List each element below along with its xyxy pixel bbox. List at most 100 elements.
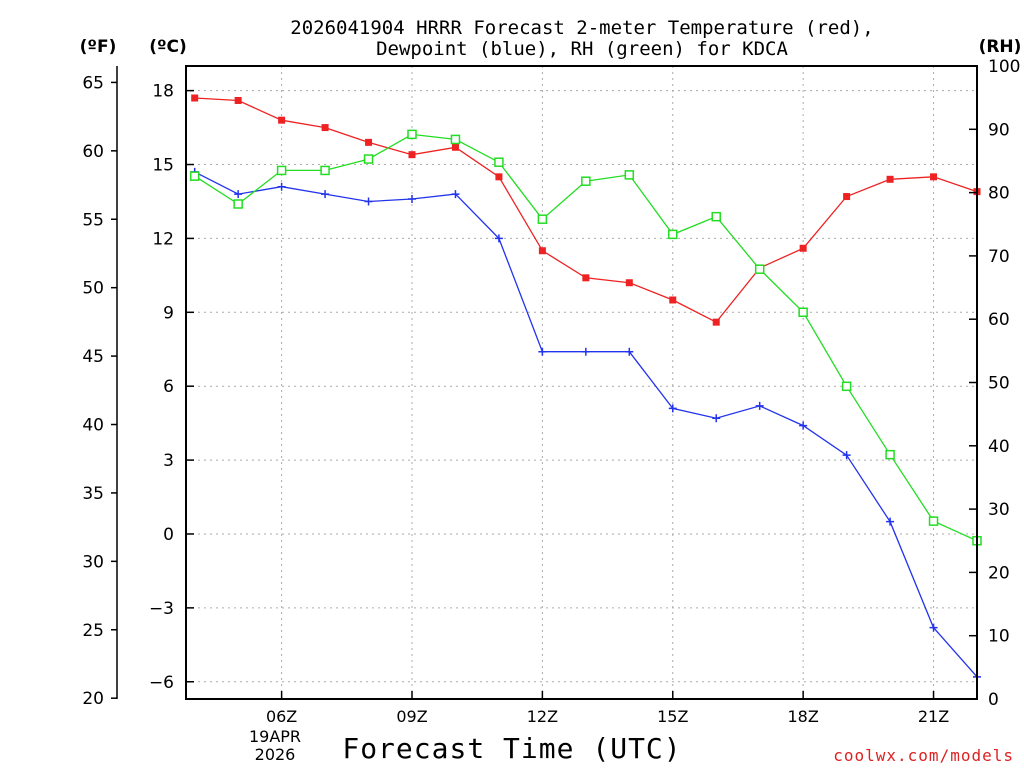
dewpoint-point	[625, 347, 634, 356]
rh-point	[668, 229, 678, 240]
x-tick-label: 06Z	[266, 707, 297, 726]
rh-tick-label: 40	[988, 437, 1010, 457]
celsius-tick-label: 9	[163, 303, 174, 323]
fahrenheit-tick-label: 20	[82, 689, 104, 709]
x-axis-title: Forecast Time (UTC)	[342, 732, 681, 765]
dewpoint-point	[321, 190, 330, 199]
plot-frame	[185, 65, 978, 700]
temperature-point	[495, 173, 503, 181]
x-tick-label: 12Z	[527, 707, 558, 726]
rh-point	[624, 170, 635, 180]
dewpoint-point	[755, 401, 764, 410]
celsius-tick-label: −6	[149, 673, 174, 693]
rh-tick-label: 100	[988, 57, 1020, 77]
tick-labels: 06Z 09Z 12Z 15Z 18Z 21Z −6 −3 0 3 6 9 12 15 18 20 25 30 35…	[82, 57, 1020, 726]
fahrenheit-tick-label: 35	[82, 484, 104, 504]
temperature-point	[799, 244, 807, 252]
rh-tick-label: 60	[988, 310, 1010, 330]
dewpoint-point	[451, 190, 460, 199]
dewpoint-point	[886, 517, 895, 526]
temperature-point	[191, 94, 199, 102]
celsius-tick-label: 12	[152, 229, 174, 249]
rh-tick-label: 0	[988, 690, 999, 710]
dewpoint-point	[277, 182, 286, 191]
dewpoint-series-line	[194, 171, 978, 678]
chart-title: 2026041904 HRRR Forecast 2-meter Tempera…	[290, 17, 873, 39]
date-label-day: 19APR	[249, 727, 301, 746]
temperature-point	[843, 193, 851, 201]
temperature-point	[408, 151, 416, 159]
rh-point	[233, 199, 243, 209]
rh-tick-label: 90	[988, 120, 1010, 140]
rh-point	[928, 516, 939, 526]
rh-tick-label: 10	[988, 627, 1010, 647]
date-label-year: 2026	[255, 745, 296, 764]
dewpoint-point	[364, 197, 373, 206]
fahrenheit-tick-label: 65	[82, 73, 104, 93]
x-tick-label: 09Z	[396, 707, 427, 726]
rh-point	[798, 307, 808, 317]
dewpoint-point	[929, 623, 938, 632]
temperature-series-line	[194, 97, 978, 324]
rh-point	[754, 264, 765, 274]
rh-point	[711, 211, 721, 222]
dewpoint-point	[234, 190, 243, 199]
temperature-point	[712, 318, 720, 326]
rh-point	[537, 214, 548, 224]
temperature-point	[930, 173, 938, 181]
temperature-point	[538, 247, 546, 255]
temperature-point	[365, 138, 373, 146]
fahrenheit-tick-label: 30	[82, 552, 104, 572]
rh-tick-label: 30	[988, 500, 1010, 520]
x-tick-label: 15Z	[657, 707, 688, 726]
x-tick-label: 18Z	[787, 707, 818, 726]
fahrenheit-tick-label: 25	[82, 621, 104, 641]
credit-label: coolwx.com/models	[833, 746, 1014, 765]
fahrenheit-tick-label: 50	[82, 279, 104, 299]
dewpoint-point	[799, 421, 808, 430]
temperature-point	[234, 96, 242, 104]
celsius-tick-label: 0	[163, 525, 174, 545]
fahrenheit-tick-label: 60	[82, 142, 104, 162]
temperature-point	[886, 175, 894, 183]
temperature-point	[625, 279, 633, 287]
celsius-tick-label: 3	[163, 451, 174, 471]
rh-unit-label: (RH)	[979, 37, 1022, 57]
rh-point	[494, 157, 504, 167]
temperature-point	[321, 124, 329, 132]
dewpoint-point	[581, 347, 590, 356]
celsius-unit-label: (ºC)	[149, 37, 187, 57]
rh-tick-label: 20	[988, 563, 1010, 583]
dewpoint-point	[408, 195, 416, 204]
fahrenheit-tick-label: 45	[82, 347, 104, 367]
x-tick-label: 21Z	[918, 707, 949, 726]
chart-text: 2026041904 HRRR Forecast 2-meter Tempera…	[80, 17, 1022, 765]
dewpoint-point	[842, 451, 851, 460]
temperature-point	[582, 274, 590, 282]
temperature-point	[451, 143, 459, 151]
celsius-tick-label: 6	[163, 377, 174, 397]
rh-point	[581, 176, 591, 186]
rh-point	[407, 129, 417, 140]
fahrenheit-tick-label: 40	[82, 416, 104, 436]
rh-point	[841, 381, 852, 392]
temperature-point	[278, 116, 286, 124]
rh-point	[885, 449, 895, 460]
fahrenheit-tick-label: 55	[82, 210, 104, 230]
fahrenheit-unit-label: (ºF)	[80, 37, 117, 57]
dewpoint-point	[712, 414, 721, 423]
rh-tick-label: 70	[988, 247, 1010, 267]
dewpoint-point	[538, 347, 547, 356]
rh-series-line	[194, 133, 978, 542]
rh-tick-label: 80	[988, 184, 1010, 204]
celsius-tick-label: −3	[149, 599, 174, 619]
temperature-point	[669, 296, 677, 304]
rh-tick-label: 50	[988, 374, 1010, 394]
rh-point	[363, 154, 374, 164]
celsius-tick-label: 18	[152, 82, 174, 102]
series-layer	[189, 94, 982, 681]
chart-subtitle: Dewpoint (blue), RH (green) for KDCA	[376, 38, 788, 60]
rh-point	[450, 134, 461, 145]
dewpoint-point	[494, 234, 503, 243]
